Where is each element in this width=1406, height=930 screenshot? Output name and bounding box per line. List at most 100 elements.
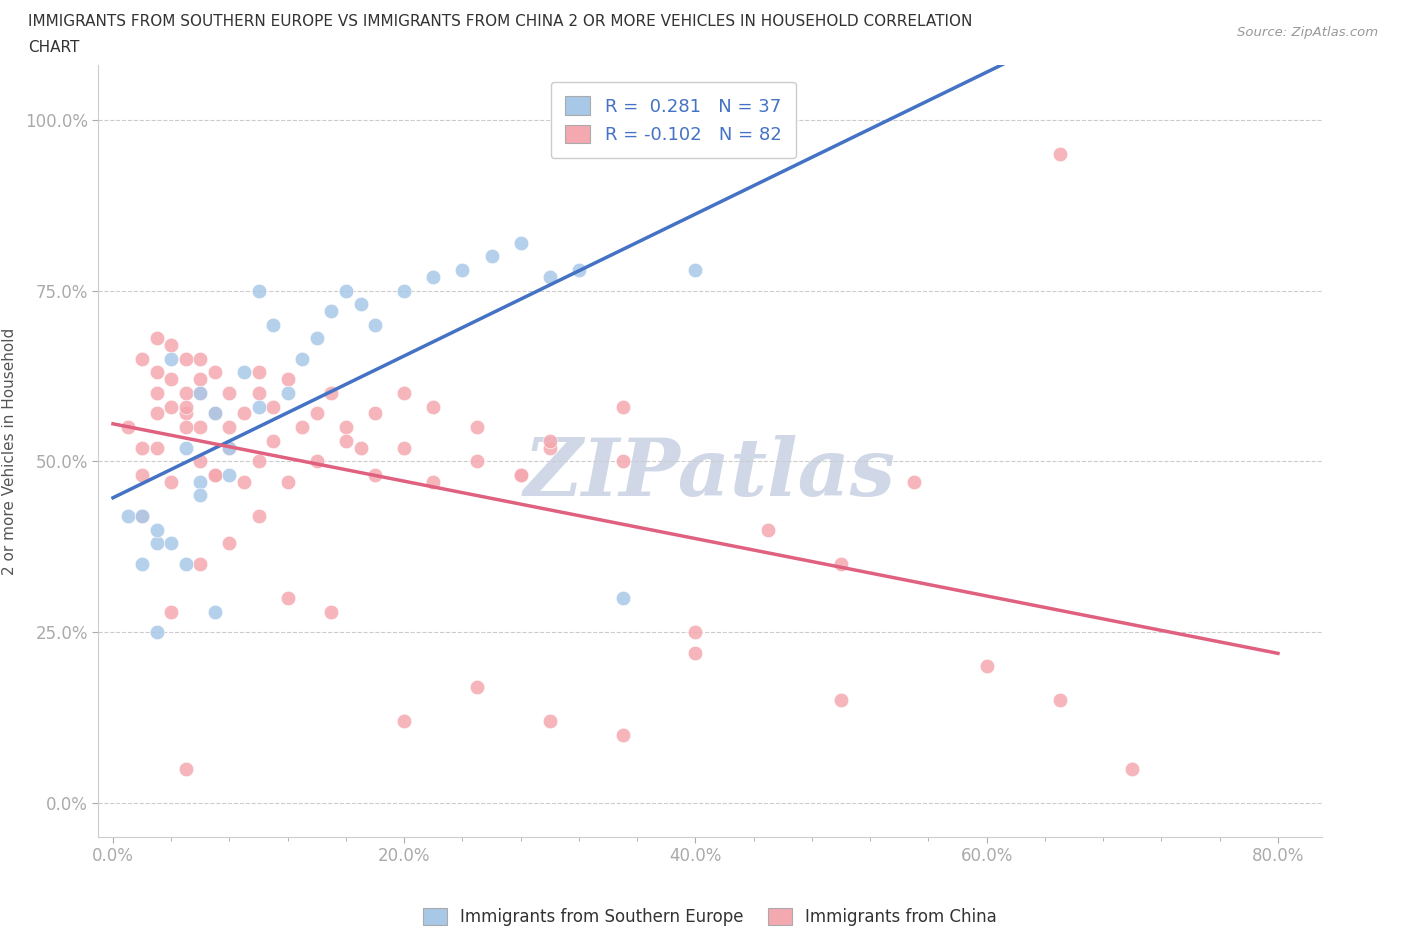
- Point: [145, 536, 167, 551]
- Point: [174, 386, 197, 401]
- Point: [188, 386, 212, 401]
- Point: [612, 591, 634, 605]
- Point: [364, 406, 387, 421]
- Point: [976, 658, 998, 673]
- Point: [305, 406, 328, 421]
- Point: [204, 604, 226, 619]
- Point: [465, 419, 488, 434]
- Point: [188, 386, 212, 401]
- Point: [188, 372, 212, 387]
- Point: [233, 474, 256, 489]
- Point: [188, 474, 212, 489]
- Point: [174, 762, 197, 777]
- Point: [262, 399, 284, 414]
- Point: [422, 270, 444, 285]
- Point: [160, 372, 183, 387]
- Point: [174, 399, 197, 414]
- Point: [685, 625, 707, 640]
- Point: [117, 509, 139, 524]
- Point: [1049, 693, 1071, 708]
- Point: [392, 386, 416, 401]
- Point: [131, 352, 153, 366]
- Point: [262, 433, 284, 448]
- Point: [188, 352, 212, 366]
- Point: [160, 604, 183, 619]
- Point: [335, 419, 357, 434]
- Point: [830, 693, 852, 708]
- Point: [145, 365, 167, 380]
- Point: [364, 317, 387, 332]
- Point: [247, 454, 270, 469]
- Point: [349, 297, 371, 312]
- Point: [218, 419, 240, 434]
- Point: [131, 556, 153, 571]
- Point: [335, 283, 357, 298]
- Point: [291, 352, 314, 366]
- Point: [160, 536, 183, 551]
- Point: [160, 399, 183, 414]
- Point: [218, 536, 240, 551]
- Point: [1121, 762, 1143, 777]
- Text: ZIPatlas: ZIPatlas: [524, 435, 896, 513]
- Point: [204, 406, 226, 421]
- Point: [830, 556, 852, 571]
- Point: [145, 440, 167, 455]
- Point: [538, 713, 561, 728]
- Point: [277, 591, 299, 605]
- Point: [349, 440, 371, 455]
- Legend: Immigrants from Southern Europe, Immigrants from China: Immigrants from Southern Europe, Immigra…: [415, 899, 1005, 930]
- Point: [247, 386, 270, 401]
- Point: [145, 386, 167, 401]
- Point: [218, 386, 240, 401]
- Point: [160, 352, 183, 366]
- Y-axis label: 2 or more Vehicles in Household: 2 or more Vehicles in Household: [1, 327, 17, 575]
- Point: [451, 262, 474, 277]
- Point: [277, 474, 299, 489]
- Point: [1049, 146, 1071, 161]
- Point: [218, 468, 240, 483]
- Point: [145, 406, 167, 421]
- Point: [233, 406, 256, 421]
- Point: [305, 331, 328, 346]
- Point: [277, 372, 299, 387]
- Point: [160, 338, 183, 352]
- Point: [685, 262, 707, 277]
- Point: [145, 522, 167, 537]
- Point: [756, 522, 779, 537]
- Point: [481, 249, 503, 264]
- Point: [465, 679, 488, 694]
- Point: [422, 399, 444, 414]
- Point: [188, 488, 212, 503]
- Point: [685, 645, 707, 660]
- Point: [247, 509, 270, 524]
- Point: [131, 509, 153, 524]
- Point: [174, 352, 197, 366]
- Point: [204, 468, 226, 483]
- Point: [204, 406, 226, 421]
- Point: [291, 419, 314, 434]
- Point: [612, 399, 634, 414]
- Point: [247, 365, 270, 380]
- Point: [364, 468, 387, 483]
- Point: [538, 440, 561, 455]
- Point: [174, 419, 197, 434]
- Point: [117, 419, 139, 434]
- Point: [612, 727, 634, 742]
- Point: [509, 235, 531, 250]
- Point: [321, 386, 343, 401]
- Point: [247, 283, 270, 298]
- Text: CHART: CHART: [28, 40, 80, 55]
- Point: [204, 365, 226, 380]
- Point: [188, 419, 212, 434]
- Point: [568, 262, 591, 277]
- Point: [218, 440, 240, 455]
- Point: [131, 468, 153, 483]
- Point: [321, 604, 343, 619]
- Point: [131, 509, 153, 524]
- Point: [465, 454, 488, 469]
- Point: [321, 303, 343, 318]
- Point: [509, 468, 531, 483]
- Text: IMMIGRANTS FROM SOUTHERN EUROPE VS IMMIGRANTS FROM CHINA 2 OR MORE VEHICLES IN H: IMMIGRANTS FROM SOUTHERN EUROPE VS IMMIG…: [28, 14, 973, 29]
- Point: [131, 440, 153, 455]
- Text: Source: ZipAtlas.com: Source: ZipAtlas.com: [1237, 26, 1378, 39]
